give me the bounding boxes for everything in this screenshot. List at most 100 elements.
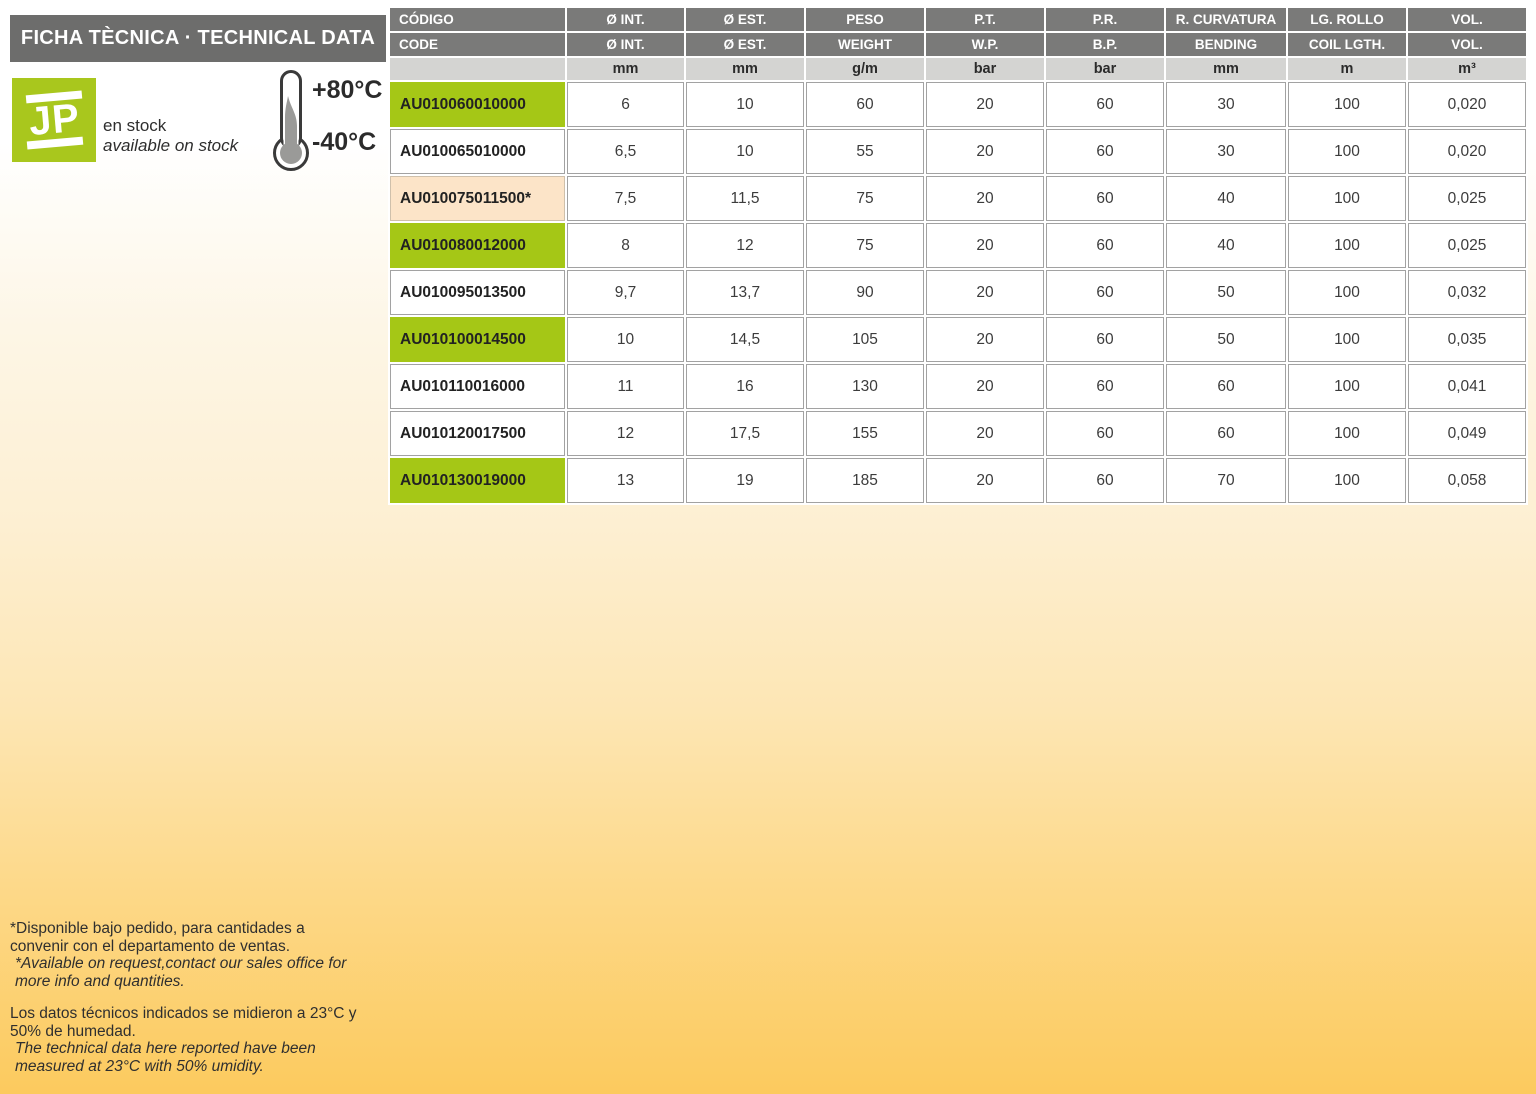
value-cell: 60 — [1166, 411, 1286, 456]
value-cell: 70 — [1166, 458, 1286, 503]
value-cell: 7,5 — [567, 176, 684, 221]
value-cell: 13,7 — [686, 270, 804, 315]
column-header-en: W.P. — [926, 33, 1044, 56]
logo-text: JP — [26, 95, 82, 145]
value-cell: 130 — [806, 364, 924, 409]
unit-cell: m — [1288, 58, 1406, 80]
value-cell: 100 — [1288, 129, 1406, 174]
value-cell: 13 — [567, 458, 684, 503]
value-cell: 60 — [1046, 129, 1164, 174]
technical-data-table: CÓDIGO Ø INT. Ø EST. PESO P.T. P.R. R. CURVATU… — [388, 6, 1528, 505]
stock-availability: en stock available on stock — [103, 116, 238, 156]
value-cell: 10 — [686, 82, 804, 127]
value-cell: 11 — [567, 364, 684, 409]
value-cell: 60 — [1046, 82, 1164, 127]
value-cell: 50 — [1166, 317, 1286, 362]
value-cell: 60 — [1166, 364, 1286, 409]
footnote-conditions-en: The technical data here reported have be… — [15, 1040, 316, 1075]
value-cell: 12 — [686, 223, 804, 268]
value-cell: 20 — [926, 411, 1044, 456]
value-cell: 6 — [567, 82, 684, 127]
value-cell: 6,5 — [567, 129, 684, 174]
value-cell: 105 — [806, 317, 924, 362]
column-header-es: Ø EST. — [686, 8, 804, 31]
column-header-es: P.T. — [926, 8, 1044, 31]
value-cell: 9,7 — [567, 270, 684, 315]
value-cell: 100 — [1288, 270, 1406, 315]
column-header-en: CODE — [390, 33, 565, 56]
technical-data-table-wrap: CÓDIGO Ø INT. Ø EST. PESO P.T. P.R. R. CURVATU… — [388, 6, 1528, 505]
value-cell: 0,020 — [1408, 82, 1526, 127]
value-cell: 30 — [1166, 129, 1286, 174]
value-cell: 0,032 — [1408, 270, 1526, 315]
code-cell: AU010120017500 — [390, 411, 565, 456]
column-header-es: PESO — [806, 8, 924, 31]
value-cell: 10 — [686, 129, 804, 174]
column-header-es: CÓDIGO — [390, 8, 565, 31]
value-cell: 60 — [1046, 458, 1164, 503]
value-cell: 60 — [1046, 223, 1164, 268]
value-cell: 75 — [806, 223, 924, 268]
temp-max-label: +80°C — [312, 76, 383, 104]
table-body: AU010060010000 6 10 60 20 60 30 100 0,020 AU01006… — [390, 82, 1526, 503]
value-cell: 20 — [926, 82, 1044, 127]
value-cell: 90 — [806, 270, 924, 315]
value-cell: 185 — [806, 458, 924, 503]
unit-cell: mm — [1166, 58, 1286, 80]
code-cell: AU010075011500* — [390, 176, 565, 221]
column-header-es: LG. ROLLO — [1288, 8, 1406, 31]
unit-cell: bar — [1046, 58, 1164, 80]
value-cell: 12 — [567, 411, 684, 456]
value-cell: 0,020 — [1408, 129, 1526, 174]
value-cell: 0,025 — [1408, 223, 1526, 268]
stock-text-en: available on stock — [103, 136, 239, 155]
unit-cell: bar — [926, 58, 1044, 80]
column-header-en: BENDING — [1166, 33, 1286, 56]
value-cell: 20 — [926, 176, 1044, 221]
table-row: AU010095013500 9,7 13,7 90 20 60 50 100 0,032 — [390, 270, 1526, 315]
column-header-en: COIL LGTH. — [1288, 33, 1406, 56]
value-cell: 100 — [1288, 176, 1406, 221]
code-cell: AU010065010000 — [390, 129, 565, 174]
value-cell: 60 — [1046, 411, 1164, 456]
value-cell: 0,041 — [1408, 364, 1526, 409]
footnote-request-en: *Available on request,contact our sales … — [15, 955, 347, 990]
column-header-en: Ø INT. — [567, 33, 684, 56]
unit-cell: mm — [567, 58, 684, 80]
table-head: CÓDIGO Ø INT. Ø EST. PESO P.T. P.R. R. CURVATU… — [390, 8, 1526, 80]
footnotes: *Disponible bajo pedido, para cantidades… — [10, 920, 366, 1075]
value-cell: 20 — [926, 458, 1044, 503]
value-cell: 60 — [1046, 317, 1164, 362]
jp-logo-mark: JP — [25, 90, 83, 150]
code-cell: AU010060010000 — [390, 82, 565, 127]
column-header-es: VOL. — [1408, 8, 1526, 31]
value-cell: 20 — [926, 317, 1044, 362]
column-header-en: VOL. — [1408, 33, 1526, 56]
table-row: AU010120017500 12 17,5 155 20 60 60 100 0,049 — [390, 411, 1526, 456]
stock-text-es: en stock — [103, 116, 167, 135]
value-cell: 30 — [1166, 82, 1286, 127]
unit-cell: m³ — [1408, 58, 1526, 80]
value-cell: 100 — [1288, 411, 1406, 456]
code-cell: AU010130019000 — [390, 458, 565, 503]
value-cell: 19 — [686, 458, 804, 503]
footnote-conditions-es: Los datos técnicos indicados se midieron… — [10, 1005, 357, 1040]
value-cell: 75 — [806, 176, 924, 221]
value-cell: 155 — [806, 411, 924, 456]
value-cell: 20 — [926, 129, 1044, 174]
temp-min-label: -40°C — [312, 128, 377, 156]
column-header-en: Ø EST. — [686, 33, 804, 56]
value-cell: 17,5 — [686, 411, 804, 456]
unit-cell: mm — [686, 58, 804, 80]
value-cell: 60 — [1046, 364, 1164, 409]
table-row: AU010075011500* 7,5 11,5 75 20 60 40 100 0,025 — [390, 176, 1526, 221]
column-header-en: B.P. — [1046, 33, 1164, 56]
table-row: AU010110016000 11 16 130 20 60 60 100 0,041 — [390, 364, 1526, 409]
jp-logo: JP — [12, 78, 96, 162]
value-cell: 100 — [1288, 82, 1406, 127]
value-cell: 100 — [1288, 364, 1406, 409]
value-cell: 10 — [567, 317, 684, 362]
unit-cell — [390, 58, 565, 80]
page-title: FICHA TÈCNICA · TECHNICAL DATA — [10, 15, 386, 62]
unit-cell: g/m — [806, 58, 924, 80]
